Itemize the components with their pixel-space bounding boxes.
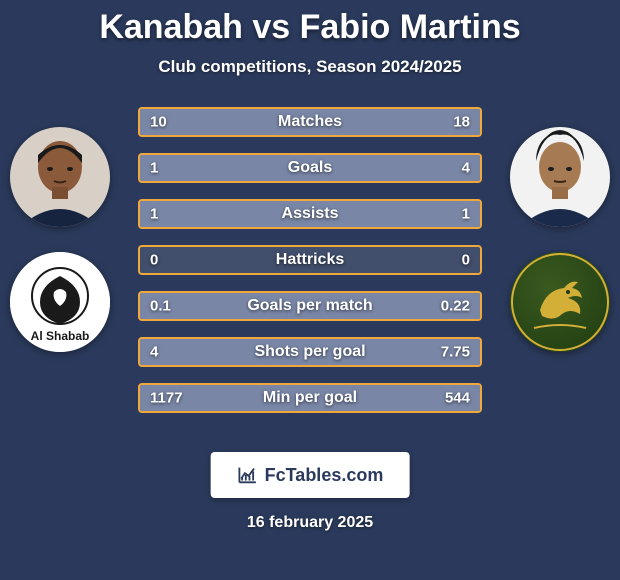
stat-right-value: 7.75 (441, 344, 470, 361)
stat-label: Shots per goal (254, 343, 365, 361)
club-left-badge: Al Shabab (10, 252, 110, 352)
bar-fill-right (208, 155, 480, 181)
stat-label: Hattricks (276, 251, 344, 269)
stat-left-value: 4 (150, 344, 158, 361)
chart-icon (237, 464, 259, 486)
stat-right-value: 18 (453, 114, 470, 131)
subtitle: Club competitions, Season 2024/2025 (0, 57, 620, 77)
player-right-avatar (510, 127, 610, 227)
stat-left-value: 1 (150, 206, 158, 223)
stat-row: 1 Goals 4 (138, 153, 482, 183)
club-right-badge (510, 252, 610, 352)
brand-text: FcTables.com (265, 465, 384, 486)
brand-badge: FcTables.com (211, 452, 410, 498)
stat-label: Goals (288, 159, 332, 177)
stat-row: 1177 Min per goal 544 (138, 383, 482, 413)
comparison-panel: Al Shabab 10Matches181Goals41Assists10Ha… (0, 107, 620, 437)
stat-row: 4 Shots per goal 7.75 (138, 337, 482, 367)
stat-label: Matches (278, 113, 342, 131)
stat-right-value: 0 (462, 252, 470, 269)
stat-left-value: 1 (150, 160, 158, 177)
stat-right-value: 0.22 (441, 298, 470, 315)
stat-row: 0.1 Goals per match 0.22 (138, 291, 482, 321)
stat-left-value: 10 (150, 114, 167, 131)
stat-label: Assists (282, 205, 339, 223)
stat-right-value: 544 (445, 390, 470, 407)
stat-right-value: 1 (462, 206, 470, 223)
date-text: 16 february 2025 (247, 514, 373, 532)
page-title: Kanabah vs Fabio Martins (0, 0, 620, 47)
stat-right-value: 4 (462, 160, 470, 177)
stat-row: 1 Assists 1 (138, 199, 482, 229)
stat-left-value: 1177 (150, 390, 183, 407)
stat-bars: 10Matches181Goals41Assists10Hattricks00.… (138, 107, 482, 429)
player-left-avatar (10, 127, 110, 227)
stat-row: 10 Matches 18 (138, 107, 482, 137)
svg-text:Al Shabab: Al Shabab (31, 329, 90, 343)
stat-label: Goals per match (247, 297, 372, 315)
stat-left-value: 0 (150, 252, 158, 269)
stat-row: 0 Hattricks 0 (138, 245, 482, 275)
stat-left-value: 0.1 (150, 298, 171, 315)
stat-label: Min per goal (263, 389, 357, 407)
